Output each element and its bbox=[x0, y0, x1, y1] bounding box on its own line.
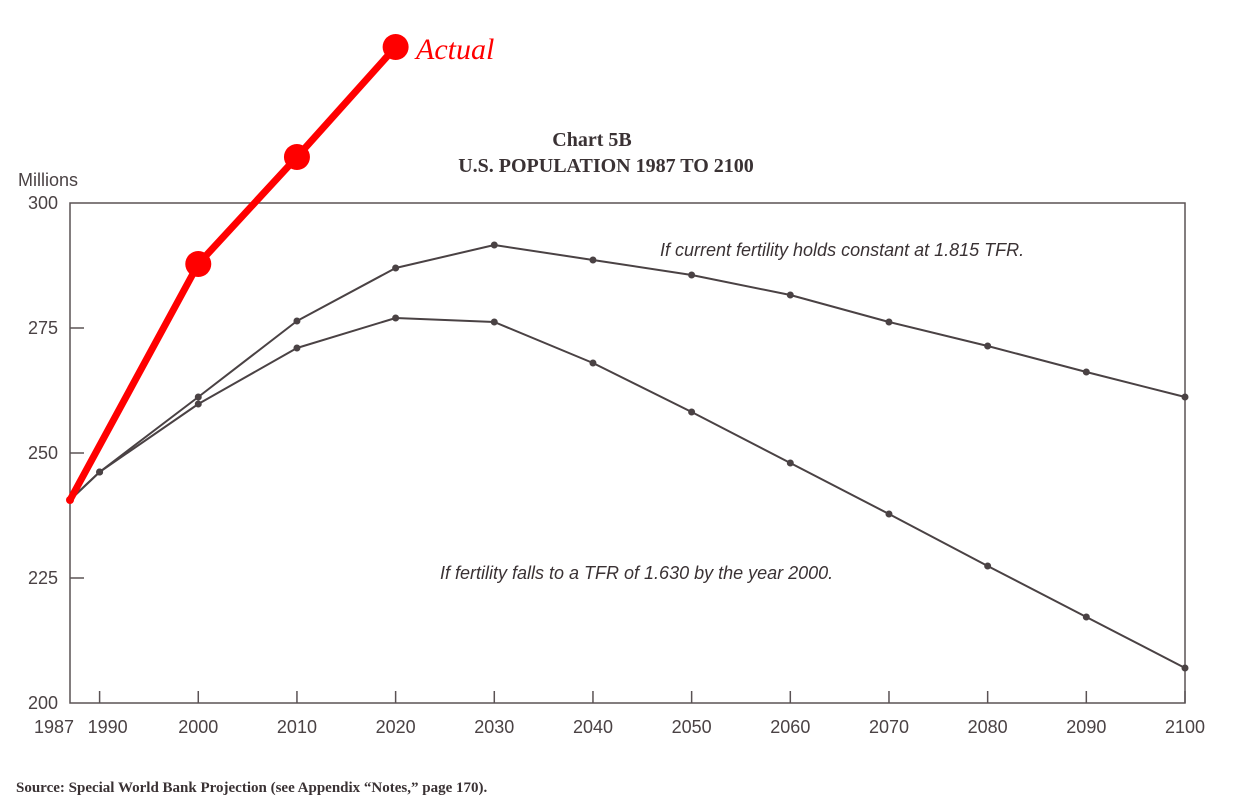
data-point bbox=[392, 314, 400, 322]
plot-frame bbox=[69, 202, 1186, 704]
data-point bbox=[185, 251, 212, 277]
x-tick-label: 2090 bbox=[1066, 717, 1106, 737]
chart-subtitle: U.S. POPULATION 1987 TO 2100 bbox=[458, 155, 754, 177]
data-point bbox=[392, 264, 400, 272]
data-point bbox=[96, 468, 104, 476]
y-tick-label: 300 bbox=[28, 193, 58, 213]
x-tick-label: 2060 bbox=[770, 717, 810, 737]
data-point bbox=[293, 344, 301, 352]
x-tick-label: 2040 bbox=[573, 717, 613, 737]
data-point bbox=[194, 393, 202, 401]
x-tick-label: 1987 bbox=[34, 717, 74, 737]
data-point bbox=[490, 318, 498, 326]
x-tick-label: 2030 bbox=[474, 717, 514, 737]
data-point bbox=[382, 34, 409, 60]
annotation-constant-fertility: If current fertility holds constant at 1… bbox=[660, 240, 1024, 260]
data-point bbox=[984, 562, 992, 570]
x-tick-label: 2020 bbox=[376, 717, 416, 737]
series-line-falling-fertility bbox=[69, 317, 1186, 669]
data-point bbox=[589, 359, 597, 367]
data-point bbox=[490, 241, 498, 249]
data-point bbox=[66, 496, 74, 504]
x-tick-label: 2050 bbox=[672, 717, 712, 737]
data-point bbox=[885, 510, 893, 518]
data-point bbox=[786, 291, 794, 299]
y-tick-label: 225 bbox=[28, 568, 58, 588]
x-tick-label: 2100 bbox=[1165, 717, 1205, 737]
data-point bbox=[1082, 613, 1090, 621]
annotation-falling-fertility: If fertility falls to a TFR of 1.630 by … bbox=[440, 563, 833, 583]
data-point bbox=[589, 256, 597, 264]
y-tick-label: 275 bbox=[28, 318, 58, 338]
y-tick-label: 250 bbox=[28, 443, 58, 463]
data-point bbox=[688, 271, 696, 279]
data-point bbox=[1181, 393, 1189, 401]
series-line-actual bbox=[66, 44, 399, 502]
legend-actual: Actual bbox=[414, 33, 494, 66]
x-tick-label: 2000 bbox=[178, 717, 218, 737]
x-tick-label: 2070 bbox=[869, 717, 909, 737]
data-point bbox=[885, 318, 893, 326]
series-line-constant-fertility bbox=[69, 244, 1186, 501]
data-point bbox=[786, 459, 794, 467]
data-point bbox=[1181, 664, 1189, 672]
y-axis-label: Millions bbox=[18, 170, 78, 190]
x-tick-label: 2010 bbox=[277, 717, 317, 737]
data-point bbox=[688, 408, 696, 416]
data-point bbox=[283, 144, 310, 170]
data-point bbox=[293, 317, 301, 325]
data-point bbox=[984, 342, 992, 350]
data-point bbox=[1082, 368, 1090, 376]
data-point bbox=[194, 400, 202, 408]
x-tick-label: 2080 bbox=[968, 717, 1008, 737]
source-note: Source: Special World Bank Projection (s… bbox=[16, 780, 488, 796]
y-tick-label: 200 bbox=[28, 693, 58, 713]
x-tick-label: 1990 bbox=[88, 717, 128, 737]
chart-title: Chart 5B bbox=[552, 129, 631, 151]
